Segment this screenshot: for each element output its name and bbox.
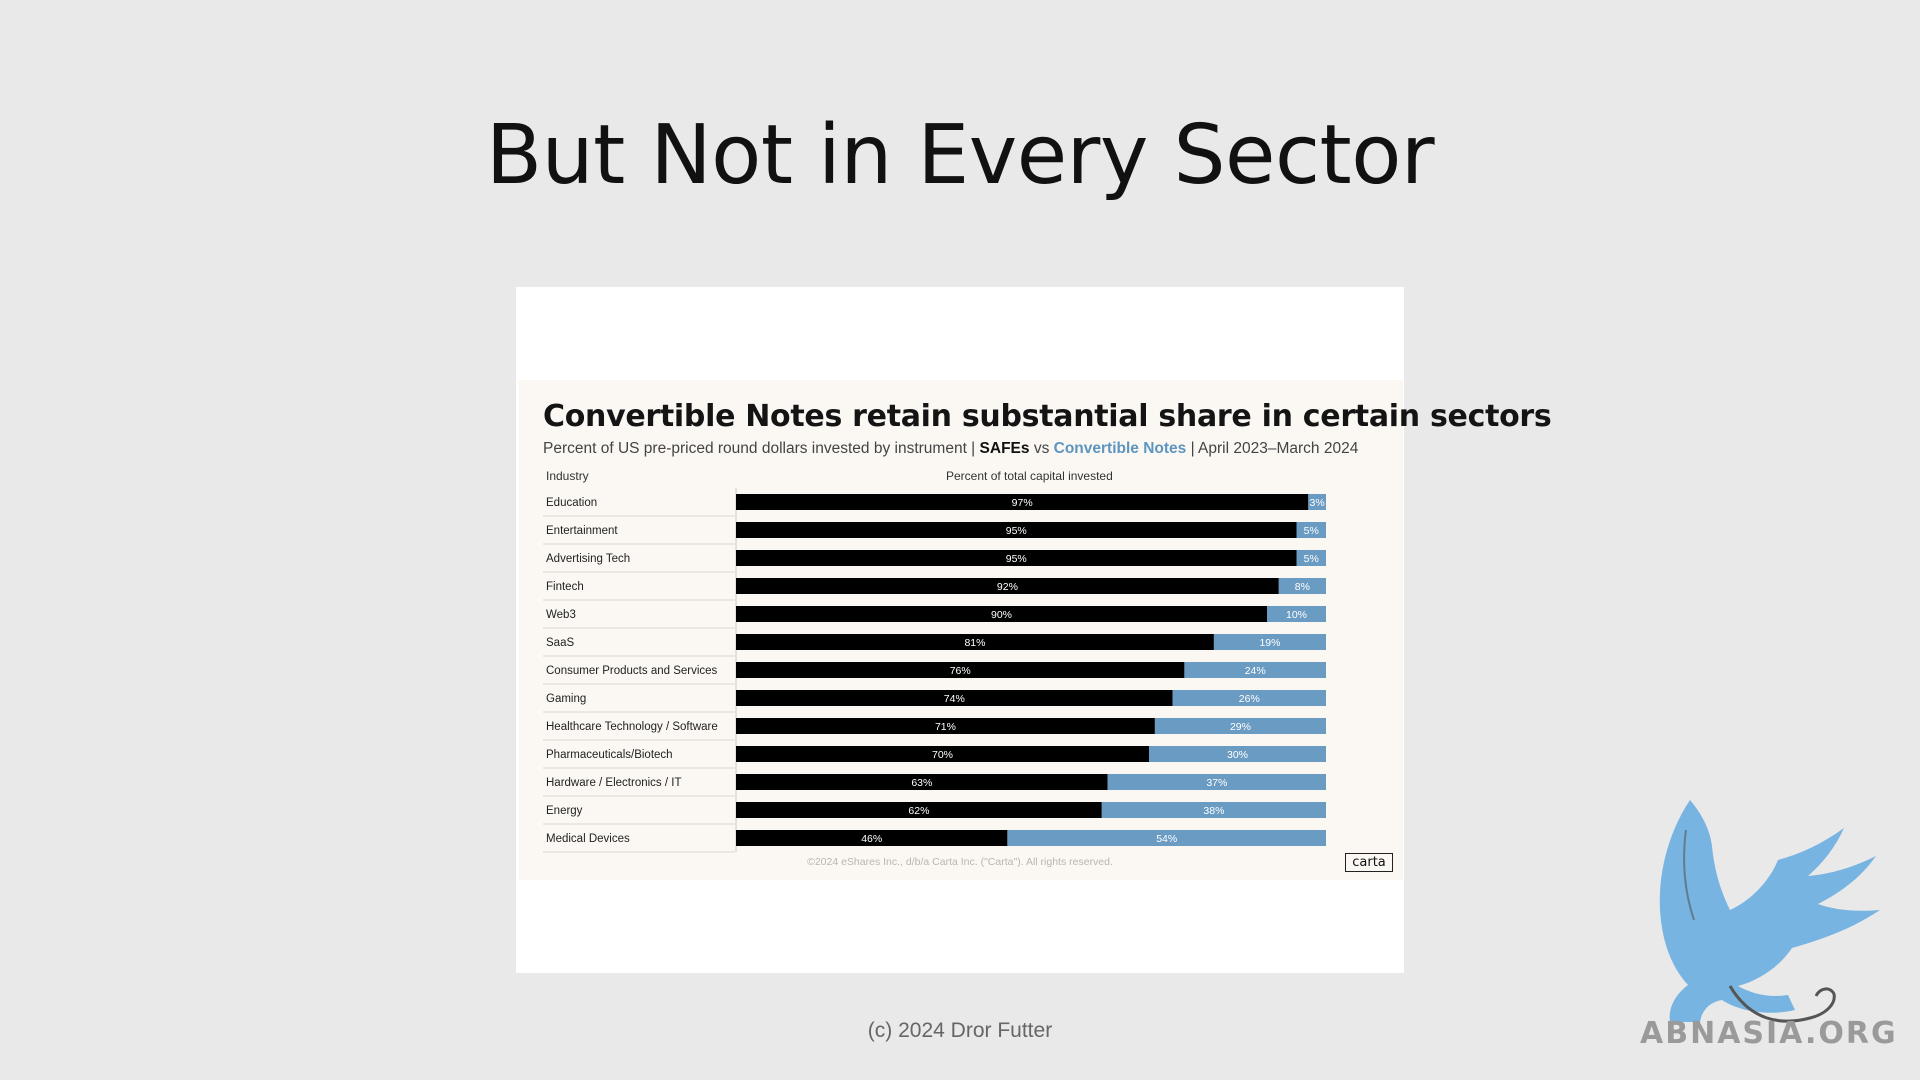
category-label: Medical Devices <box>546 833 630 845</box>
safe-value-label: 95% <box>1006 553 1027 565</box>
category-label: Gaming <box>546 693 586 705</box>
subtitle-safe-legend: SAFEs <box>979 440 1030 457</box>
safe-value-label: 46% <box>861 833 882 845</box>
category-label: Energy <box>546 805 583 817</box>
convertible-note-value-label: 29% <box>1230 721 1251 733</box>
convertible-note-bar <box>1154 718 1326 734</box>
convertible-note-bar <box>1296 522 1326 538</box>
convertible-note-value-label: 5% <box>1304 553 1319 565</box>
category-label: Advertising Tech <box>546 553 630 565</box>
safe-value-label: 90% <box>991 609 1012 621</box>
safe-bar <box>736 662 1185 678</box>
convertible-note-bar <box>1296 550 1326 566</box>
chart-title: Convertible Notes retain substantial sha… <box>543 399 1552 434</box>
slide-title: But Not in Every Sector <box>485 108 1435 203</box>
griffin-logo-icon <box>1659 800 1880 1023</box>
watermark-text: ABNASIA.ORG <box>1640 1016 1898 1051</box>
carta-logo: carta <box>1345 853 1393 872</box>
category-label: Consumer Products and Services <box>546 665 718 677</box>
safe-bar <box>736 690 1173 706</box>
convertible-note-value-label: 19% <box>1259 637 1280 649</box>
industry-column-header: Industry <box>546 469 589 483</box>
safe-bar <box>736 494 1309 510</box>
convertible-note-value-label: 54% <box>1156 833 1177 845</box>
convertible-note-bar <box>1149 746 1326 762</box>
convertible-note-bar <box>1184 662 1326 678</box>
safe-bar <box>736 634 1214 650</box>
subtitle-convertible-legend: Convertible Notes <box>1053 440 1187 457</box>
convertible-note-value-label: 5% <box>1304 525 1319 537</box>
safe-bar <box>736 522 1297 538</box>
chart-subtitle: Percent of US pre-priced round dollars i… <box>543 440 1358 458</box>
safe-value-label: 74% <box>944 693 965 705</box>
safe-value-label: 70% <box>932 749 953 761</box>
subtitle-suffix: | April 2023–March 2024 <box>1190 440 1359 457</box>
category-label: Pharmaceuticals/Biotech <box>546 749 673 761</box>
safe-value-label: 97% <box>1012 497 1033 509</box>
subtitle-prefix: Percent of US pre-priced round dollars i… <box>543 440 976 457</box>
category-label: Hardware / Electronics / IT <box>546 777 681 789</box>
convertible-note-bar <box>1107 774 1326 790</box>
safe-bar <box>736 774 1108 790</box>
safe-value-label: 71% <box>935 721 956 733</box>
convertible-note-value-label: 37% <box>1206 777 1227 789</box>
safe-bar <box>736 746 1149 762</box>
percent-column-header: Percent of total capital invested <box>946 469 1113 483</box>
category-label: Web3 <box>546 609 576 621</box>
safe-value-label: 92% <box>997 581 1018 593</box>
chart-panel <box>519 380 1403 880</box>
convertible-note-bar <box>1007 830 1326 846</box>
convertible-note-bar <box>1172 690 1326 706</box>
safe-value-label: 76% <box>950 665 971 677</box>
safe-bar <box>736 718 1155 734</box>
safe-bar <box>736 578 1279 594</box>
category-label: SaaS <box>546 637 574 649</box>
chart-footnote: ©2024 eShares Inc., d/b/a Carta Inc. ("C… <box>807 856 1113 868</box>
category-label: Fintech <box>546 581 584 593</box>
subtitle-vs: vs <box>1033 440 1050 457</box>
category-label: Education <box>546 497 597 509</box>
convertible-note-value-label: 8% <box>1295 581 1310 593</box>
category-label: Healthcare Technology / Software <box>546 721 718 733</box>
safe-bar <box>736 550 1297 566</box>
convertible-note-value-label: 26% <box>1239 693 1260 705</box>
safe-bar <box>736 802 1102 818</box>
convertible-note-bar <box>1101 802 1326 818</box>
convertible-note-bar <box>1278 578 1326 594</box>
safe-bar <box>736 606 1267 622</box>
convertible-note-bar <box>1308 494 1326 510</box>
convertible-note-bar <box>1267 606 1326 622</box>
category-label: Entertainment <box>546 525 618 537</box>
safe-value-label: 63% <box>911 777 932 789</box>
safe-value-label: 62% <box>908 805 929 817</box>
safe-value-label: 95% <box>1006 525 1027 537</box>
safe-bar <box>736 830 1008 846</box>
convertible-note-value-label: 38% <box>1203 805 1224 817</box>
slide-copyright: (c) 2024 Dror Futter <box>867 1019 1053 1042</box>
convertible-note-value-label: 24% <box>1245 665 1266 677</box>
convertible-note-value-label: 3% <box>1310 497 1325 509</box>
safe-value-label: 81% <box>964 637 985 649</box>
convertible-note-bar <box>1213 634 1326 650</box>
convertible-note-value-label: 10% <box>1286 609 1307 621</box>
convertible-note-value-label: 30% <box>1227 749 1248 761</box>
